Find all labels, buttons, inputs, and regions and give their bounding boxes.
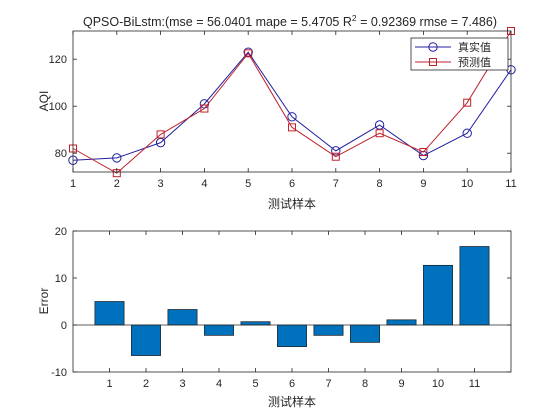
series-line-predicted bbox=[72, 30, 512, 174]
x-tick-label: 10 bbox=[461, 178, 473, 190]
x-tick-label: 1 bbox=[70, 178, 76, 190]
predicted-point bbox=[200, 104, 209, 113]
x-tick-label: 9 bbox=[398, 378, 404, 390]
actual-point bbox=[331, 146, 341, 156]
x-tick-label: 3 bbox=[179, 378, 185, 390]
title-superscript: 2 bbox=[352, 13, 357, 23]
x-tick-label: 4 bbox=[201, 178, 207, 190]
error-chart-ylabel: Error bbox=[37, 288, 51, 315]
x-tick-label: 6 bbox=[289, 378, 295, 390]
actual-point bbox=[155, 137, 166, 148]
legend-box bbox=[410, 37, 509, 71]
legend-marker-actual bbox=[428, 42, 438, 52]
x-tick-label: 11 bbox=[505, 178, 516, 190]
legend-label-predicted: 预测值 bbox=[458, 56, 491, 69]
error-bar bbox=[204, 324, 234, 336]
error-bar bbox=[313, 324, 344, 336]
error-chart: 1 2 3 4 5 6 7 8 9 10 11 -10 0 10 20 测试样本 Error bbox=[37, 226, 512, 409]
predicted-point bbox=[419, 148, 428, 157]
predicted-point bbox=[375, 129, 384, 138]
x-tick-label: 8 bbox=[377, 178, 383, 190]
x-tick-label: 9 bbox=[420, 178, 426, 190]
error-bar bbox=[277, 324, 307, 347]
y-tick-label: 0 bbox=[61, 320, 67, 332]
y-tick-label: 120 bbox=[49, 54, 67, 66]
x-tick-label: 1 bbox=[106, 378, 112, 390]
x-tick-label: 5 bbox=[245, 178, 251, 190]
error-bar bbox=[459, 246, 490, 326]
error-bar bbox=[350, 324, 380, 343]
predicted-point bbox=[288, 123, 296, 132]
x-tick-label: 6 bbox=[289, 178, 295, 190]
prediction-chart: QPSO-BiLstm:(mse = 56.0401 mape = 5.4705… bbox=[37, 13, 517, 211]
actual-point bbox=[374, 120, 385, 130]
legend-label-actual: 真实值 bbox=[458, 40, 491, 54]
x-tick-label: 7 bbox=[333, 178, 339, 190]
predicted-point bbox=[244, 49, 253, 58]
legend-marker-predicted bbox=[429, 58, 437, 66]
error-bar bbox=[131, 324, 161, 356]
error-chart-xlabel: 测试样本 bbox=[268, 394, 316, 409]
predicted-point bbox=[463, 98, 472, 107]
error-bar bbox=[240, 321, 271, 326]
x-tick-label: 3 bbox=[158, 178, 164, 190]
prediction-chart-title: QPSO-BiLstm:(mse = 56.0401 mape = 5.4705… bbox=[83, 13, 497, 29]
error-bar bbox=[386, 319, 417, 326]
actual-point bbox=[287, 112, 297, 122]
actual-point bbox=[462, 128, 472, 138]
y-tick-label: 20 bbox=[55, 226, 67, 238]
actual-point bbox=[112, 153, 122, 163]
x-tick-label: 11 bbox=[469, 378, 480, 390]
predicted-point bbox=[331, 152, 340, 161]
x-tick-label: 10 bbox=[432, 378, 444, 390]
predicted-point bbox=[156, 130, 165, 139]
x-tick-label: 5 bbox=[252, 378, 258, 390]
prediction-chart-xlabel: 测试样本 bbox=[268, 196, 316, 211]
y-tick-label: -10 bbox=[51, 367, 67, 379]
y-tick-label: 10 bbox=[55, 273, 67, 285]
x-tick-label: 2 bbox=[143, 378, 149, 390]
error-bar bbox=[167, 309, 198, 326]
y-tick-label: 100 bbox=[49, 101, 67, 113]
error-bar bbox=[94, 301, 125, 326]
x-tick-label: 7 bbox=[325, 378, 331, 390]
y-tick-label: 80 bbox=[55, 148, 67, 160]
error-bar bbox=[423, 264, 453, 326]
x-tick-label: 2 bbox=[114, 178, 120, 190]
prediction-chart-ylabel: AQI bbox=[37, 91, 51, 112]
x-tick-label: 8 bbox=[362, 378, 368, 390]
x-tick-label: 4 bbox=[216, 378, 222, 390]
legend: 真实值 预测值 bbox=[410, 37, 509, 71]
